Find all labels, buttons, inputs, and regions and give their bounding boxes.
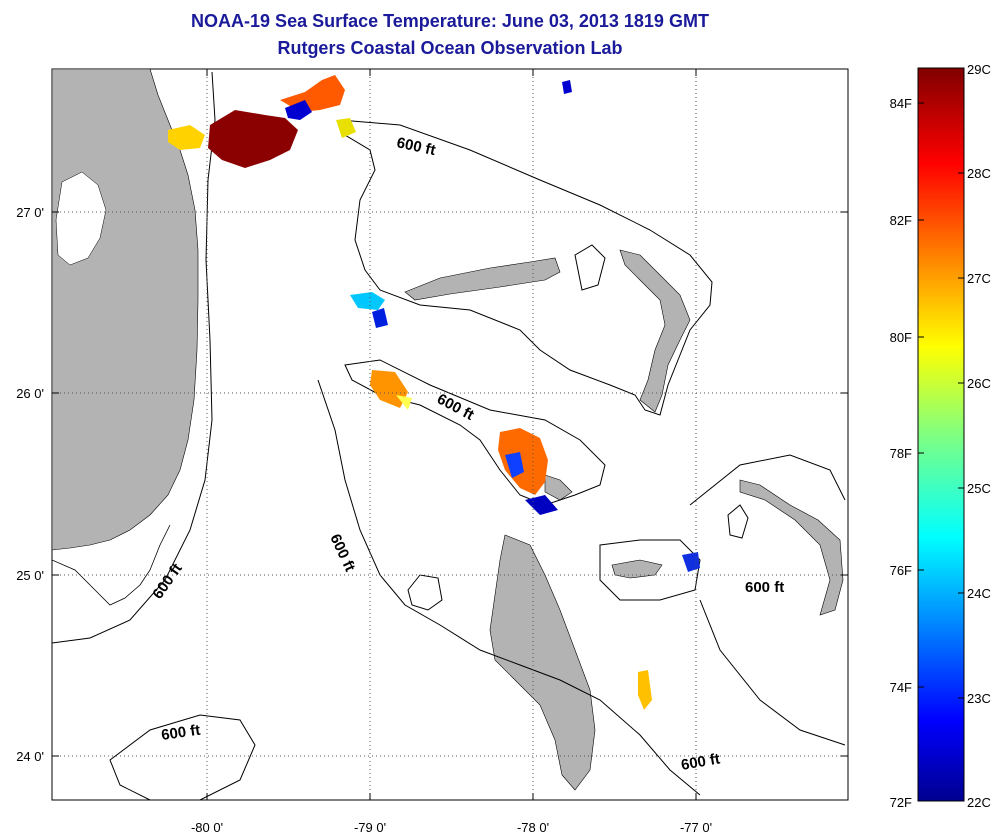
lat-tick-label: 27 0' [16,205,44,220]
graticule [52,69,848,800]
lake-okeechobee [55,171,107,266]
eleuthera-island [739,479,844,616]
lon-tick-label: -79 0' [354,820,386,835]
sst-patch-andros-yellow [638,670,652,710]
lat-tick-label: 25 0' [16,568,44,583]
colorbar-fahrenheit-label: 76F [890,563,912,578]
colorbar-celsius-label: 25C [967,481,991,496]
sst-patch-warm-mid [370,370,408,408]
sst-patch-yellow-mid [396,395,412,410]
sst-patch-gulfstream-blue [285,100,312,120]
colorbar-celsius-label: 26C [967,376,991,391]
contour-label: 600 ft [680,750,722,774]
map-area [51,68,849,801]
sst-patch-nw-yellow [168,125,205,150]
sst-patch-north-blue [562,80,572,94]
colorbar-celsius-label: 28C [967,166,991,181]
latitude-labels: 27 0' 26 0' 25 0' 24 0' [16,205,44,764]
axis-ticks [52,69,848,800]
lon-tick-label: -78 0' [517,820,549,835]
map-subtitle: Rutgers Coastal Ocean Observation Lab [277,38,623,58]
longitude-labels: -80 0' -79 0' -78 0' -77 0' [191,820,712,835]
colorbar-celsius-label: 23C [967,691,991,706]
new-providence-island [611,559,663,579]
colorbar-fahrenheit-label: 72F [890,795,912,810]
colorbar-celsius-label: 29C [967,62,991,77]
colorbar-fahrenheit-label: 82F [890,213,912,228]
colorbar-celsius-label: 27C [967,271,991,286]
sst-patch-berry-blue [505,452,524,478]
florida-keys [52,524,171,606]
contour-label: 600 ft [745,579,784,596]
sst-patch-gulfstream-north [208,110,298,168]
sst-patch-cyan [350,292,385,310]
grand-bahama [404,257,561,301]
lat-tick-label: 24 0' [16,749,44,764]
sst-patch-south-blue [525,495,558,515]
lon-tick-label: -77 0' [680,820,712,835]
colorbar-celsius-label: 24C [967,586,991,601]
abaco-island [619,249,691,413]
berry-islands [544,474,573,501]
sst-patch-berry-warm [498,428,548,495]
map-title: NOAA-19 Sea Surface Temperature: June 03… [191,11,709,31]
colorbar-celsius-label: 22C [967,795,991,810]
colorbar-fahrenheit-label: 80F [890,330,912,345]
colorbar-gradient [917,67,965,802]
contour-label: 600 ft [160,722,201,744]
sst-patch-ne-yellow [336,118,356,138]
bathymetry-contours [52,71,846,800]
colorbar-fahrenheit-label: 84F [890,96,912,111]
sst-patch-blue-1 [372,308,388,328]
sst-observations [168,75,700,710]
colorbar-fahrenheit-label: 74F [890,680,912,695]
sst-patch-gulfstream-orange [280,75,345,112]
lon-tick-label: -80 0' [191,820,223,835]
colorbar: 29C 28C 27C 26C 25C 24C 23C 22C 84F 82F … [890,62,991,810]
lat-tick-label: 26 0' [16,386,44,401]
andros-island [489,534,596,791]
colorbar-fahrenheit-label: 78F [890,446,912,461]
